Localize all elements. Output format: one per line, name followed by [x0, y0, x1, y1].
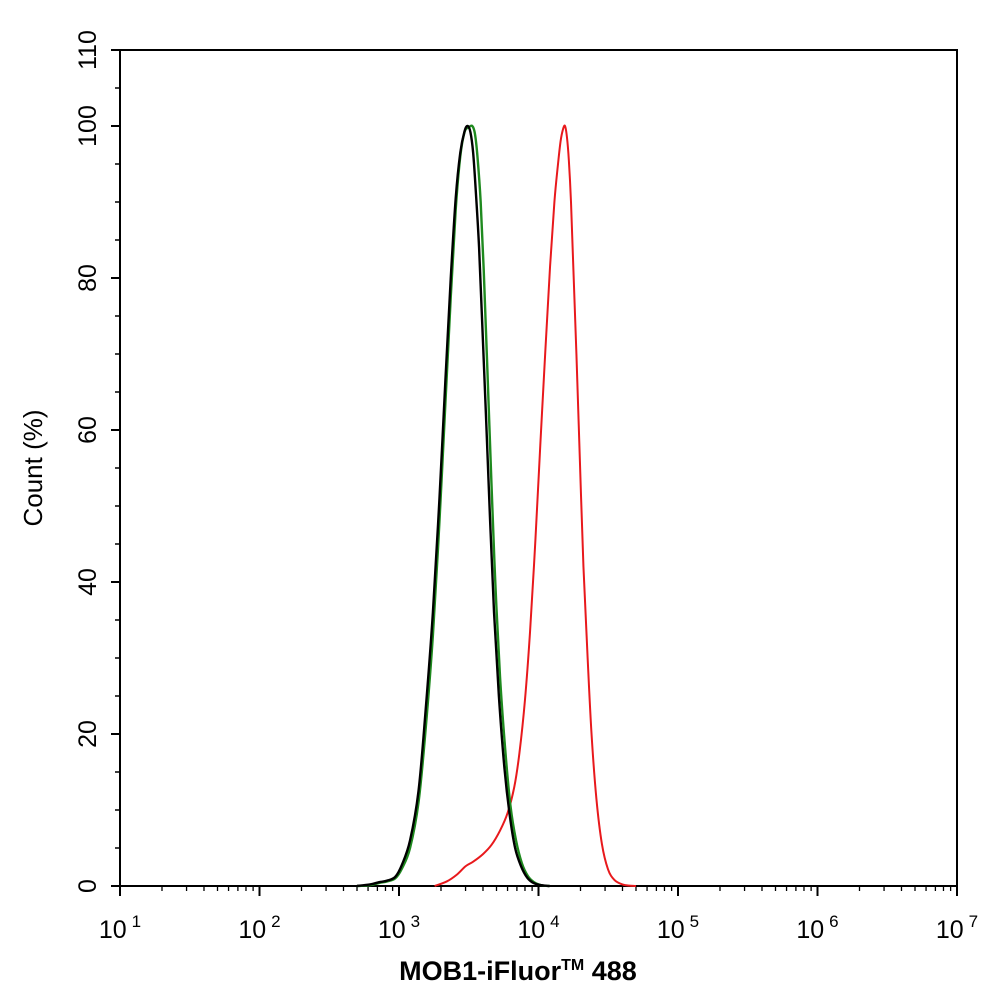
x-tick-exponent: 5 [690, 912, 699, 931]
histogram-series [356, 124, 637, 888]
x-axis-title-trademark: TM [561, 957, 584, 974]
y-tick-label: 110 [74, 30, 102, 70]
y-tick-label: 60 [74, 416, 102, 444]
y-tick-label: 20 [74, 720, 102, 748]
x-tick-label: 10 1 [99, 912, 141, 944]
x-tick-exponent: 1 [132, 912, 141, 931]
x-axis-minor-ticks [161, 886, 952, 891]
x-tick-label: 10 2 [238, 912, 280, 944]
x-tick-base: 10 [796, 916, 829, 944]
x-tick-exponent: 3 [411, 912, 420, 931]
x-tick-base: 10 [378, 916, 411, 944]
y-axis-title: Count (%) [18, 409, 48, 526]
x-tick-exponent: 7 [969, 912, 978, 931]
y-axis-tick-labels: 0 20 40 60 80 100 110 [74, 30, 102, 893]
x-tick-exponent: 4 [550, 912, 559, 931]
x-tick-base: 10 [238, 916, 271, 944]
y-tick-label: 40 [74, 568, 102, 596]
y-tick-label: 80 [74, 264, 102, 292]
y-axis-ticks [111, 49, 120, 887]
x-axis-title: MOB1-iFluorTM 488 [399, 956, 637, 986]
x-tick-base: 10 [99, 916, 132, 944]
y-tick-label: 100 [74, 105, 102, 147]
x-tick-exponent: 2 [271, 912, 280, 931]
y-tick-label: 0 [74, 879, 102, 893]
x-axis-tick-labels: 10 1 10 2 10 3 10 4 10 5 10 6 10 7 [99, 912, 978, 944]
x-axis-title-main: MOB1-iFluor [399, 956, 561, 986]
x-axis-title-end: 488 [584, 956, 637, 986]
x-tick-label: 10 5 [657, 912, 699, 944]
x-tick-label: 10 3 [378, 912, 420, 944]
x-tick-exponent: 6 [829, 912, 838, 931]
x-axis-ticks [119, 886, 958, 896]
series-line [356, 124, 550, 888]
x-tick-label: 10 6 [796, 912, 838, 944]
x-tick-base: 10 [517, 916, 550, 944]
x-tick-base: 10 [936, 916, 969, 944]
x-tick-label: 10 4 [517, 912, 559, 944]
x-tick-base: 10 [657, 916, 690, 944]
x-tick-label: 10 7 [936, 912, 978, 944]
series-line [434, 124, 637, 887]
